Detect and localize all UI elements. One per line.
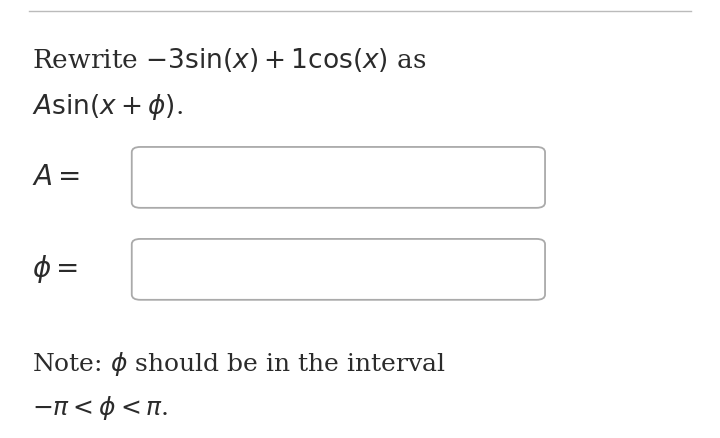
FancyBboxPatch shape (132, 147, 545, 208)
Text: $\phi =$: $\phi =$ (32, 253, 78, 286)
Text: $-\pi < \phi < \pi$.: $-\pi < \phi < \pi$. (32, 394, 169, 422)
Text: Note: $\phi$ should be in the interval: Note: $\phi$ should be in the interval (32, 350, 446, 378)
Text: Rewrite $-3\sin(x) + 1\cos(x)$ as: Rewrite $-3\sin(x) + 1\cos(x)$ as (32, 46, 427, 74)
Text: $A =$: $A =$ (32, 164, 81, 191)
FancyBboxPatch shape (132, 239, 545, 300)
Text: $A\sin(x + \phi)$.: $A\sin(x + \phi)$. (32, 92, 184, 122)
